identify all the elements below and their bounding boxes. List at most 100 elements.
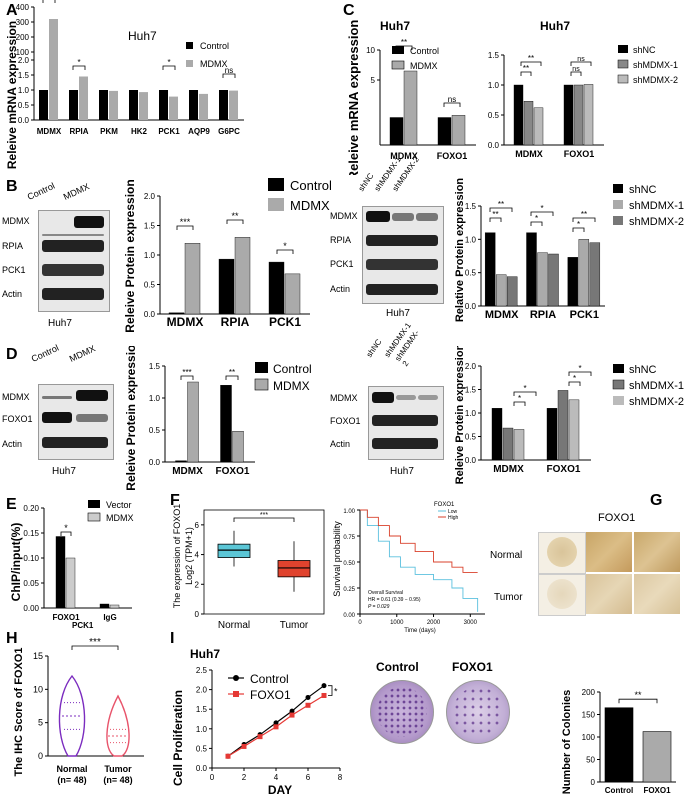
y-tick-label: 2.0 [18, 56, 30, 65]
y-tick-label: 0.5 [149, 426, 161, 435]
blot-d1-lane-control: Control [29, 342, 61, 364]
x-tick-label: 2000 [427, 620, 441, 626]
bar [642, 731, 672, 783]
panel-e-ylabel: ChIP/input(%) [9, 523, 23, 602]
category-label: RPIA [530, 309, 556, 321]
significance-bracket [520, 71, 532, 76]
bar [229, 90, 238, 120]
panel-a-legend-control: Control [200, 41, 229, 51]
category-label: FOXO1 [216, 466, 250, 477]
blot-band [76, 414, 108, 422]
significance-label: * [167, 58, 170, 67]
y-tick-label: 0.75 [343, 535, 355, 541]
panel-letter-g: G [650, 492, 663, 509]
y-tick-label: 0.0 [488, 141, 500, 150]
y-tick-label: 0.5 [18, 101, 30, 110]
panel-b-chart-2: Relative Protein expression 0.0 0.5 1.0 1.5… [454, 178, 684, 322]
y-tick-label: 0.10 [23, 554, 39, 563]
significance-label: *** [182, 368, 191, 377]
significance-bracket [489, 217, 502, 222]
x-tick-label: 2 [242, 773, 247, 782]
data-point [289, 712, 295, 718]
panel-b-chart-1: Releive Protein expression 0.0 0.5 1.0 1.5 2… [123, 178, 332, 333]
blot-band [42, 412, 72, 423]
significance-bracket [276, 249, 294, 254]
y-tick-label: 2.5 [196, 666, 208, 675]
bar [49, 19, 58, 120]
panel-a-legend: Control MDMX [186, 41, 229, 69]
bar [546, 408, 558, 461]
panel-c1-legend: Control MDMX [391, 46, 439, 71]
data-point [321, 692, 327, 698]
panel-c1-chart: Huh7 Releive mRNA expression 5 10 MDMX FOXO… [346, 19, 476, 175]
bar [189, 90, 198, 120]
y-tick-label: 1.5 [196, 705, 208, 714]
significance-bracket [570, 61, 592, 66]
panel-i3-ylabel: Number of Colonies [561, 690, 573, 795]
significance-label: * [540, 204, 543, 213]
y-tick-label: 0.5 [144, 281, 156, 290]
y-tick-label: 2.0 [144, 192, 156, 201]
significance-bracket [71, 645, 119, 650]
bar [268, 261, 285, 315]
blot-band [372, 392, 394, 403]
y-tick-label: 2 [195, 580, 200, 589]
significance-label: * [334, 687, 338, 697]
significance-bracket [328, 685, 333, 696]
y-tick-label: 0.5 [488, 111, 500, 120]
bar [109, 604, 120, 609]
category-label: MDMX [485, 309, 519, 321]
blot-band [42, 396, 72, 399]
significance-label: * [535, 214, 538, 223]
panel-i-colonies: Control FOXO1 [368, 660, 518, 744]
blot-band [396, 395, 416, 400]
blot-band [416, 213, 438, 221]
blot-band [372, 415, 438, 426]
bar [129, 90, 138, 120]
violin [58, 674, 86, 757]
category-label: RPIA [221, 315, 250, 329]
category-label: PKM [100, 127, 118, 136]
y-tick-label: 0.15 [23, 529, 39, 538]
panel-b-blot-1: Control MDMX MDMX RPIA PCK1 Actin Huh7 [0, 178, 110, 343]
panel-d4-ylabel: Releive Protein expression [454, 346, 466, 484]
bar [491, 408, 503, 461]
data-point [321, 683, 327, 689]
data-point [289, 708, 295, 714]
y-tick-label: 200 [16, 33, 30, 42]
y-tick-label: 50 [586, 756, 595, 765]
panel-f2-xlabel: Time (days) [404, 628, 435, 634]
bar [389, 117, 404, 146]
data-point [273, 724, 279, 730]
y-tick-label: 1.0 [465, 235, 477, 244]
y-tick-label: 1.0 [488, 81, 500, 90]
panel-f2-legend-high: High [448, 515, 459, 521]
significance-bracket [233, 517, 295, 522]
y-tick-label: 1.0 [144, 251, 156, 260]
bar [69, 90, 78, 120]
y-tick-label: 1.5 [149, 362, 161, 371]
panel-i1-title: Huh7 [190, 647, 220, 661]
ihc-image-normal-high [634, 532, 680, 572]
panel-b2-legend-control: Control [290, 178, 332, 193]
panel-f2-legend-title: FOXO1 [434, 502, 455, 508]
significance-bracket [572, 227, 585, 232]
y-tick-label: 100 [582, 733, 596, 742]
x-tick-label: 0 [210, 773, 215, 782]
panel-b4-legend-shmdmx2: shMDMX-2 [629, 216, 684, 228]
significance-label: * [523, 384, 526, 393]
significance-label: * [283, 241, 287, 251]
y-tick-label: 6 [195, 521, 200, 530]
y-tick-label: 1.0 [18, 86, 30, 95]
bar [39, 90, 48, 120]
panel-f1-ylabel-1: The expression of FOXO1 [172, 504, 182, 609]
category-label: HK2 [131, 127, 148, 136]
blot-d1-lane-mdmx: MDMX [67, 343, 97, 364]
blot-b1-cell: Huh7 [48, 318, 72, 329]
category-label: Control [605, 786, 633, 795]
y-tick-label: 1.5 [144, 222, 156, 231]
bar [99, 90, 108, 120]
y-tick-label: 10 [366, 46, 375, 55]
panel-h-cat-tumor-n: (n= 48) [103, 775, 132, 785]
panel-d-blot-1: Control MDMX MDMX FOXO1 Actin Huh7 [0, 342, 115, 486]
